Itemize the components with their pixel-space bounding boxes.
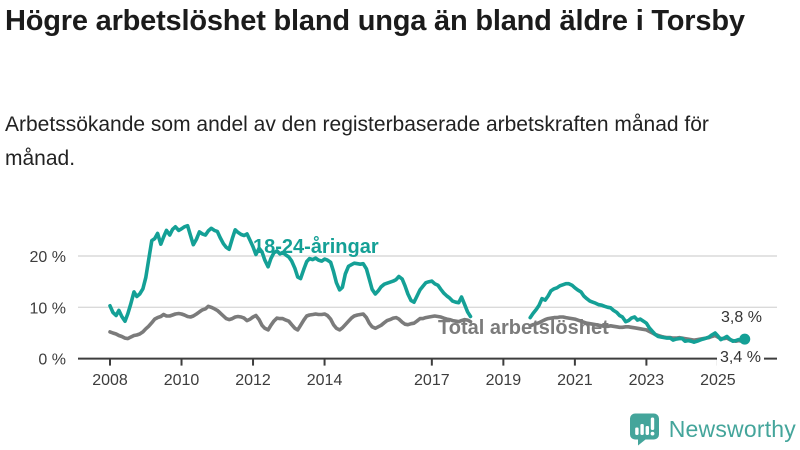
x-axis-label: 2023: [629, 372, 665, 389]
x-axis-label: 2019: [486, 372, 522, 389]
x-axis-label: 2008: [92, 372, 128, 389]
series-label-18-24: 18-24-åringar: [253, 236, 379, 258]
page-title: Högre arbetslöshet bland unga än bland ä…: [5, 5, 745, 37]
y-axis-label: 0 %: [38, 352, 66, 369]
series-label-total: Total arbetslöshet: [438, 317, 609, 339]
x-axis-label: 2014: [307, 372, 343, 389]
chart-subtitle: Arbetssökande som andel av den registerb…: [5, 113, 709, 170]
series-line: [528, 281, 747, 345]
y-axis-label: 20 %: [30, 249, 66, 266]
series-line: [108, 304, 473, 341]
x-axis-label: 2025: [700, 372, 736, 389]
newsworthy-logo-icon: [629, 413, 659, 446]
y-axis-label: 10 %: [30, 300, 66, 317]
end-value-label-18-24: 3,8 %: [721, 309, 762, 326]
series-end-dot: [739, 333, 751, 345]
x-axis-label: 2021: [557, 372, 593, 389]
end-value-label-total: 3,4 %: [717, 349, 764, 367]
newsworthy-logo-text: Newsworthy: [668, 416, 796, 442]
series-line: [108, 223, 473, 324]
x-axis-label: 2010: [164, 372, 200, 389]
x-axis-label: 2017: [414, 372, 450, 389]
x-axis-label: 2012: [235, 372, 271, 389]
newsworthy-logo: Newsworthy: [629, 413, 796, 446]
